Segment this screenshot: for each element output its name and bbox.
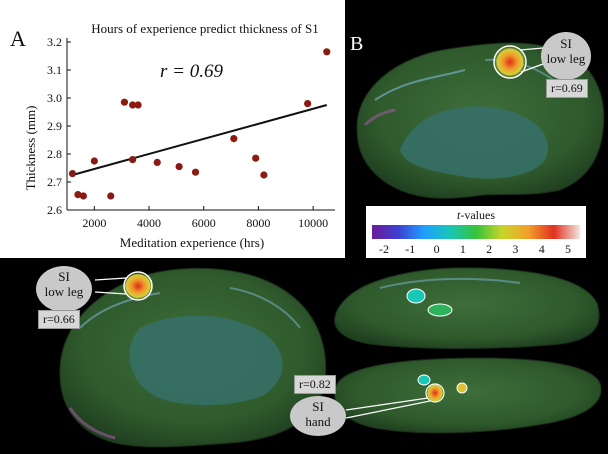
colorbar-tick-label: 3 bbox=[512, 242, 519, 256]
colorbar-title: t-values bbox=[366, 208, 586, 223]
bubble-line1: SI bbox=[58, 269, 70, 284]
correlation-label: r = 0.69 bbox=[160, 61, 223, 82]
fit-line bbox=[72, 104, 328, 176]
x-tick-label: 8000 bbox=[246, 216, 270, 230]
x-tick-label: 6000 bbox=[192, 216, 216, 230]
data-point bbox=[107, 192, 115, 200]
data-point bbox=[129, 156, 137, 164]
scatter-plot: A Hours of experience predict thickness … bbox=[10, 21, 335, 250]
data-point bbox=[79, 192, 88, 200]
data-point bbox=[260, 171, 268, 179]
colorbar-gradient bbox=[372, 225, 580, 239]
tick-labels: 2.6 2.7 2.8 2.9 3.0 3.1 3.2 2000 4000 6000 8000 100… bbox=[47, 35, 328, 230]
x-axis-label: Meditation experience (hrs) bbox=[120, 235, 264, 250]
bubble-line2: low leg bbox=[44, 284, 84, 299]
label-bubble-si-hand: SI hand bbox=[290, 396, 346, 436]
x-tick-label: 4000 bbox=[137, 216, 161, 230]
y-tick-label: 2.8 bbox=[47, 147, 62, 161]
axes bbox=[66, 38, 335, 211]
y-tick-label: 2.6 bbox=[47, 203, 62, 217]
x-tick-label: 10000 bbox=[298, 216, 328, 230]
y-axis-label: Thickness (mm) bbox=[23, 106, 38, 191]
colorbar-title-rest: -values bbox=[460, 208, 495, 222]
r-value-box-c-left: r=0.66 bbox=[38, 310, 80, 329]
r-value-box-b: r=0.69 bbox=[546, 79, 588, 98]
t-values-colorbar: t-values -2 -1 0 1 2 3 4 5 bbox=[366, 206, 586, 266]
data-point bbox=[74, 191, 82, 199]
label-bubble-si-low-leg-c: SI low leg bbox=[36, 266, 92, 312]
colorbar-tick-label: 4 bbox=[538, 242, 545, 256]
y-tick-label: 3.0 bbox=[47, 91, 62, 105]
colorbar-tick-label: 0 bbox=[433, 242, 440, 256]
brain-views-bottom bbox=[59, 267, 602, 448]
data-point bbox=[323, 48, 331, 56]
chart-title: Hours of experience predict thickness of… bbox=[91, 21, 318, 36]
r-value-box-c-right: r=0.82 bbox=[294, 375, 336, 394]
colorbar-tick-label: -2 bbox=[379, 242, 389, 256]
data-point bbox=[68, 170, 77, 178]
colorbar-ticks: -2 -1 0 1 2 3 4 5 bbox=[372, 242, 580, 258]
data-point bbox=[129, 101, 137, 109]
brain-medial-top: B bbox=[350, 33, 605, 199]
data-point bbox=[175, 163, 183, 171]
panel-letter-a: A bbox=[10, 26, 26, 51]
colorbar-tick-label: 5 bbox=[565, 242, 571, 256]
panel-c: SI low leg r=0.66 r=0.82 SI hand bbox=[0, 258, 608, 454]
data-point bbox=[134, 101, 142, 109]
data-point bbox=[252, 154, 260, 162]
panel-a: A Hours of experience predict thickness … bbox=[0, 0, 345, 258]
y-tick-label: 2.9 bbox=[47, 119, 62, 133]
x-tick-label: 2000 bbox=[82, 216, 106, 230]
y-tick-label: 2.7 bbox=[47, 175, 62, 189]
panel-letter-b: B bbox=[350, 33, 363, 55]
colorbar-title-t: t bbox=[457, 208, 461, 222]
colorbar-tick-label: -1 bbox=[405, 242, 416, 256]
label-bubble-si-low-leg-b: SI low leg bbox=[541, 32, 591, 80]
y-tick-label: 3.2 bbox=[47, 35, 62, 49]
bubble-line2: hand bbox=[305, 414, 331, 429]
bubble-line1: SI bbox=[312, 399, 324, 414]
colorbar-tick-label: 2 bbox=[486, 242, 493, 256]
bubble-line1: SI bbox=[560, 36, 572, 51]
bubble-line2: low leg bbox=[546, 51, 586, 66]
y-tick-label: 3.1 bbox=[47, 63, 62, 77]
data-point bbox=[304, 100, 312, 108]
colorbar-tick-label: 1 bbox=[459, 242, 466, 256]
data-point bbox=[191, 168, 200, 176]
data-point bbox=[230, 135, 238, 143]
data-point bbox=[120, 98, 129, 106]
data-point bbox=[153, 158, 161, 166]
data-point bbox=[90, 157, 98, 165]
regression-line bbox=[72, 104, 328, 176]
data-points bbox=[68, 48, 331, 200]
